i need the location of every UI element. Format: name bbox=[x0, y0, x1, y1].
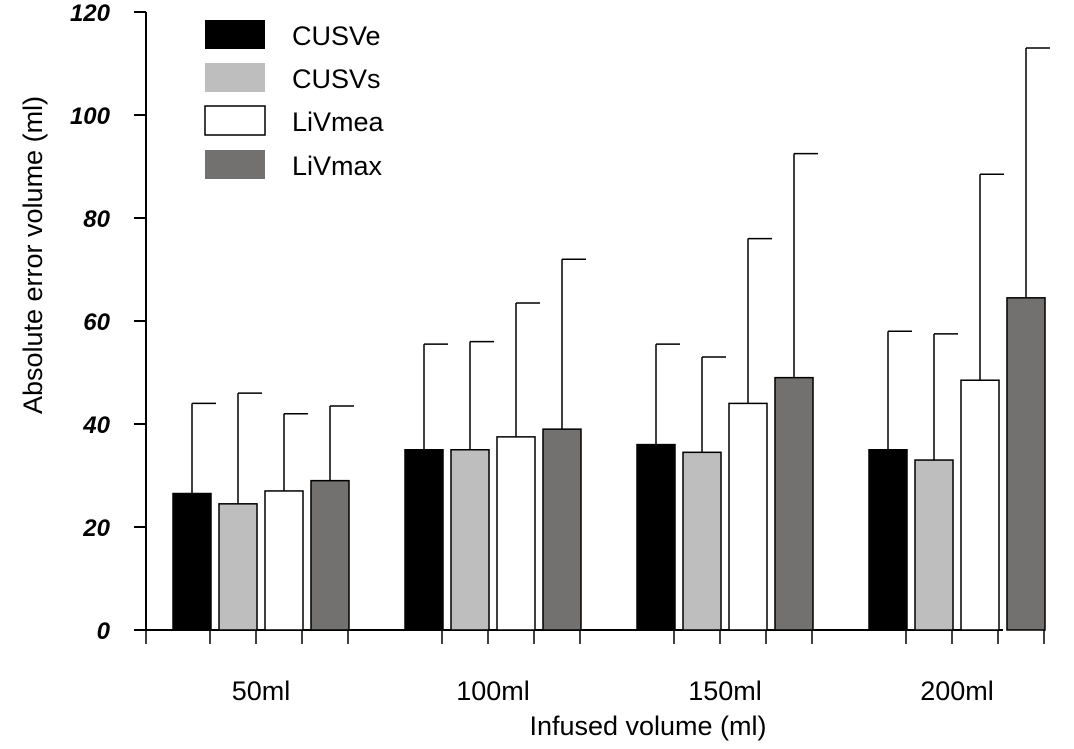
x-tick-label: 100ml bbox=[456, 676, 530, 706]
x-tick-label: 150ml bbox=[688, 676, 762, 706]
legend: CUSVe CUSVs LiVmea LiVmax bbox=[204, 20, 385, 181]
bar-cusve-50ml bbox=[172, 492, 212, 631]
y-tick-label: 60 bbox=[83, 309, 110, 336]
bar-cusvs-50ml bbox=[218, 503, 258, 631]
bar-cusve-150ml bbox=[636, 443, 676, 631]
legend-swatch-cusve bbox=[205, 20, 265, 49]
legend-swatch-livmax bbox=[205, 150, 265, 179]
bar-livmea-150ml bbox=[728, 402, 768, 631]
bar-livmax-150ml bbox=[774, 376, 814, 631]
legend-swatch-cusvs bbox=[205, 63, 265, 92]
y-tick-label: 120 bbox=[70, 0, 111, 27]
bar-livmea-50ml bbox=[264, 490, 304, 631]
bar-livmea-200ml bbox=[960, 379, 1000, 631]
bar-cusvs-150ml bbox=[682, 451, 722, 631]
bar-cusve-100ml bbox=[404, 449, 444, 631]
legend-label-livmax: LiVmax bbox=[292, 151, 383, 181]
x-ticks: 50ml 100ml 150ml 200ml bbox=[145, 630, 1045, 706]
y-tick-label: 100 bbox=[70, 103, 111, 130]
y-tick-label: 80 bbox=[83, 206, 110, 233]
bar-livmax-100ml bbox=[542, 428, 582, 631]
x-tick-label: 50ml bbox=[232, 676, 291, 706]
x-tick-label: 200ml bbox=[920, 676, 994, 706]
bar-cusve-200ml bbox=[868, 449, 908, 631]
legend-swatch-livmea bbox=[204, 105, 266, 136]
y-tick-label: 40 bbox=[82, 412, 110, 439]
y-tick-label: 0 bbox=[97, 618, 111, 645]
bar-cusvs-200ml bbox=[914, 459, 954, 631]
y-ticks: 0 20 40 60 80 100 120 bbox=[70, 0, 146, 645]
bar-livmax-50ml bbox=[310, 479, 350, 631]
y-tick-label: 20 bbox=[82, 515, 110, 542]
bar-livmea-100ml bbox=[496, 436, 536, 631]
x-axis-label: Infused volume (ml) bbox=[529, 711, 766, 741]
legend-label-cusvs: CUSVs bbox=[292, 64, 381, 94]
legend-label-cusve: CUSVe bbox=[292, 21, 381, 51]
bar-livmax-200ml bbox=[1006, 297, 1046, 631]
bars bbox=[172, 47, 1050, 631]
bar-cusvs-100ml bbox=[450, 449, 490, 631]
y-axis-label: Absolute error volume (ml) bbox=[18, 96, 48, 414]
legend-label-livmea: LiVmea bbox=[292, 107, 385, 137]
